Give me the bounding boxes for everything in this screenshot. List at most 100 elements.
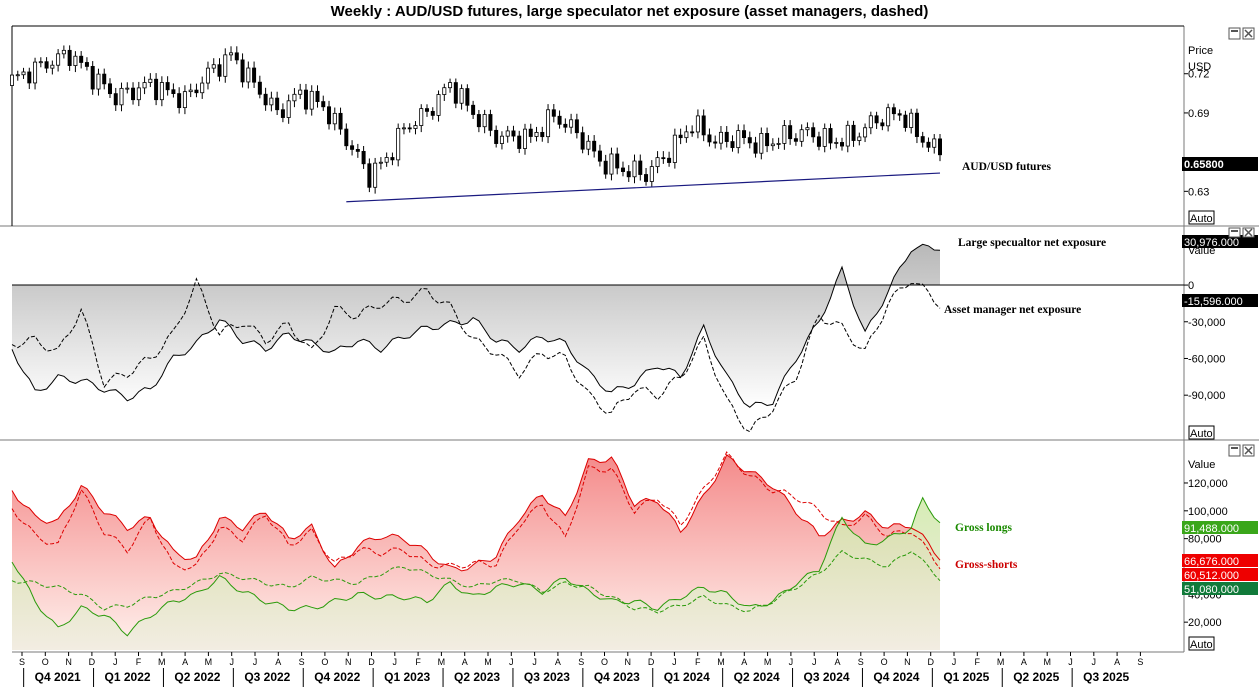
candle-body [522, 128, 527, 149]
candle-body [828, 128, 833, 144]
month-label: J [789, 657, 794, 667]
candle-body [499, 135, 504, 144]
candle-body [269, 97, 274, 106]
candle-body [857, 136, 862, 141]
month-label: J [812, 657, 817, 667]
candle-body [390, 157, 395, 161]
gross-panel-maximize-icon[interactable] [1228, 444, 1241, 457]
candle-body [84, 62, 89, 67]
candle-body [776, 143, 781, 145]
candle-body [205, 67, 210, 84]
month-label: S [858, 657, 864, 667]
net-area-fill [12, 244, 940, 408]
quarter-label: Q3 2022 [244, 670, 290, 684]
candle-body [914, 112, 919, 137]
candle-body [655, 157, 660, 168]
month-label: J [1068, 657, 1073, 667]
candle-body [707, 134, 712, 143]
candle-body [609, 153, 614, 175]
month-label: A [1021, 657, 1027, 667]
gross-y-label: 80,000 [1188, 534, 1222, 546]
candle-body [488, 114, 493, 131]
quarter-label: Q1 2024 [664, 670, 710, 684]
candle-body [413, 125, 418, 129]
price-auto-button[interactable]: Auto [1188, 210, 1215, 225]
candle-body [401, 127, 406, 130]
month-label: F [415, 657, 421, 667]
am-gross-shorts-line [11, 451, 941, 571]
candle-body [886, 107, 891, 127]
candle-body [926, 141, 931, 148]
month-label: M [717, 657, 725, 667]
quarter-label: Q1 2025 [943, 670, 989, 684]
month-label: J [393, 657, 398, 667]
month-label: S [578, 657, 584, 667]
month-label: O [42, 657, 49, 667]
support-trendline [346, 172, 941, 203]
candle-body [626, 171, 631, 178]
month-label: J [672, 657, 677, 667]
month-label: N [625, 657, 632, 667]
candle-body [332, 112, 337, 125]
candle-body [298, 89, 303, 95]
net-panel-maximize-icon[interactable] [1228, 227, 1241, 238]
net-y-label: -60,000 [1188, 353, 1225, 365]
longs-last-value: 91,488.000 [1184, 523, 1239, 535]
candle-body [505, 130, 510, 137]
candle-body [822, 128, 827, 147]
candle-body [102, 73, 107, 85]
gross-shorts-line [11, 454, 941, 572]
candle-body [874, 115, 879, 124]
net-auto-button[interactable]: Auto [1188, 425, 1215, 440]
price-panel-close-icon[interactable] [1242, 27, 1255, 40]
gross-auto-button[interactable]: Auto [1188, 636, 1215, 651]
candle-body [113, 93, 118, 106]
spec-last-value: 30,976.000 [1184, 237, 1239, 249]
price-panel-maximize-icon[interactable] [1228, 27, 1241, 40]
candle-body [546, 109, 551, 138]
candle-body [551, 109, 556, 117]
candle-body [747, 137, 752, 144]
candle-body [586, 140, 591, 150]
price-y-label: 0.69 [1188, 108, 1209, 120]
candle-body [171, 89, 176, 95]
candle-body [580, 132, 585, 150]
month-label: M [205, 657, 213, 667]
candle-body [615, 153, 620, 169]
gross-axis-title: Value [1188, 459, 1215, 471]
am-series-label: Asset manager net exposure [944, 304, 1081, 316]
candle-body [136, 87, 141, 101]
spec-last-box [1182, 235, 1258, 248]
candle-body [177, 93, 182, 109]
quarter-label: Q3 2025 [1083, 670, 1129, 684]
candle-body [15, 74, 20, 77]
candle-body [131, 87, 136, 101]
candle-body [805, 127, 810, 131]
candle-body [742, 130, 747, 139]
quarter-label: Q2 2022 [174, 670, 220, 684]
candle-body [309, 90, 314, 110]
am-net-line [11, 277, 941, 433]
candle-body [148, 78, 153, 83]
candle-body [378, 161, 383, 164]
quarter-label: Q3 2024 [804, 670, 850, 684]
candle-body [534, 131, 539, 137]
candle-body [903, 114, 908, 128]
month-label: D [648, 657, 655, 667]
svg-text:Auto: Auto [1190, 213, 1213, 225]
net-y-label: -90,000 [1188, 390, 1225, 402]
candle-body [240, 59, 245, 83]
month-label: D [368, 657, 375, 667]
quarter-label: Q1 2023 [384, 670, 430, 684]
shorts-last-value-2: 60,512.000 [1184, 570, 1239, 582]
quarter-label: Q4 2022 [314, 670, 360, 684]
month-label: A [1114, 657, 1120, 667]
candle-body [793, 138, 798, 142]
candle-body [73, 55, 78, 66]
net-panel-close-icon[interactable] [1242, 227, 1255, 238]
gross-panel-close-icon[interactable] [1242, 444, 1255, 457]
candle-body [355, 148, 360, 152]
month-label: J [1092, 657, 1097, 667]
price-last-value: 0.65800 [1184, 159, 1224, 171]
